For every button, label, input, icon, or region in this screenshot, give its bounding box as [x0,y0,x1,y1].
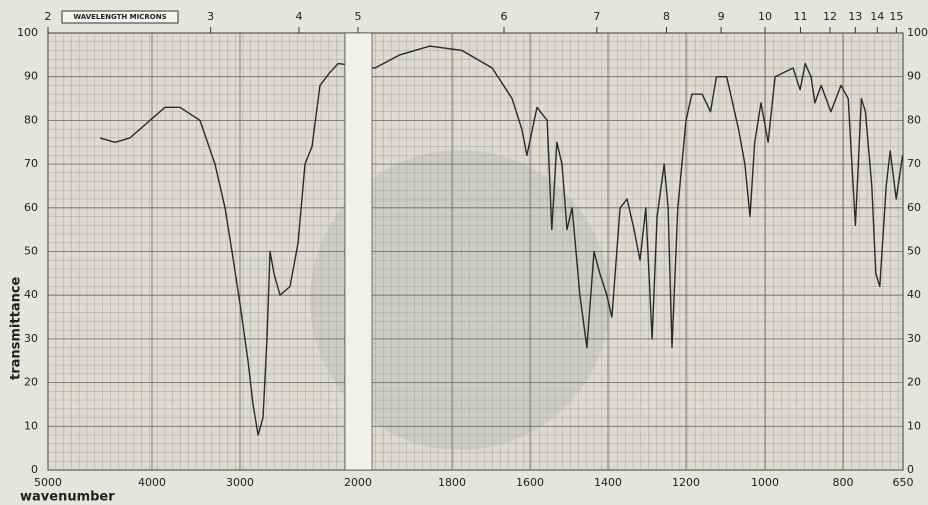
x2-tick-label: 3 [207,10,214,23]
y-tick-label: 10 [24,419,38,432]
split-strip [345,33,372,470]
x-tick-label: 1800 [438,476,466,489]
y-tick-label-right: 80 [907,113,921,126]
y-tick-label: 0 [31,463,38,476]
x2-tick-label: 9 [718,10,725,23]
x2-tick-label: 8 [663,10,670,23]
x2-tick-label: 13 [848,10,862,23]
chart: 0 0 10 10 20 20 30 30 40 40 50 50 60 60 70 70 80 80 90 90 10… [0,0,928,505]
y-axis-label: transmittance [9,276,24,380]
x2-tick-label: 15 [889,10,903,23]
x-tick-label: 800 [833,476,854,489]
x2-tick-label: 5 [355,10,362,23]
y-tick-label-right: 0 [907,463,914,476]
y-tick-label-right: 50 [907,245,921,258]
y-tick-label-right: 70 [907,157,921,170]
x2-axis-label: WAVELENGTH MICRONS [73,13,166,21]
x-tick-label: 1000 [751,476,779,489]
x2-tick-label: 11 [793,10,807,23]
x-tick-label: 1200 [672,476,700,489]
y-tick-label-right: 10 [907,419,921,432]
x-tick-label: 4000 [138,476,166,489]
y-tick-label: 100 [17,26,38,39]
y-tick-label-right: 90 [907,70,921,83]
x2-tick-label: 10 [758,10,772,23]
x-tick-label: 1600 [516,476,544,489]
y-tick-label: 40 [24,288,38,301]
y-tick-label: 90 [24,70,38,83]
x-tick-label: 2000 [344,476,372,489]
y-tick-label: 20 [24,376,38,389]
y-tick-label-right: 30 [907,332,921,345]
x-tick-label: 3000 [226,476,254,489]
x-tick-label: 650 [893,476,914,489]
x2-tick-label: 6 [501,10,508,23]
x2-tick-label: 4 [296,10,303,23]
y-tick-label: 80 [24,113,38,126]
x2-tick-label: 12 [823,10,837,23]
y-tick-label: 70 [24,157,38,170]
y-tick-label: 30 [24,332,38,345]
y-tick-label: 60 [24,201,38,214]
x-axis-label: wavenumber [20,490,115,505]
y-tick-label-right: 40 [907,288,921,301]
x2-tick-label: 14 [870,10,884,23]
x-tick-label: 5000 [34,476,62,489]
y-tick-label: 50 [24,245,38,258]
x2-tick-label: 2 [45,10,52,23]
y-tick-label-right: 60 [907,201,921,214]
x-tick-label: 1400 [594,476,622,489]
y-tick-label-right: 100 [907,26,928,39]
y-tick-label-right: 20 [907,376,921,389]
x2-tick-label: 7 [593,10,600,23]
